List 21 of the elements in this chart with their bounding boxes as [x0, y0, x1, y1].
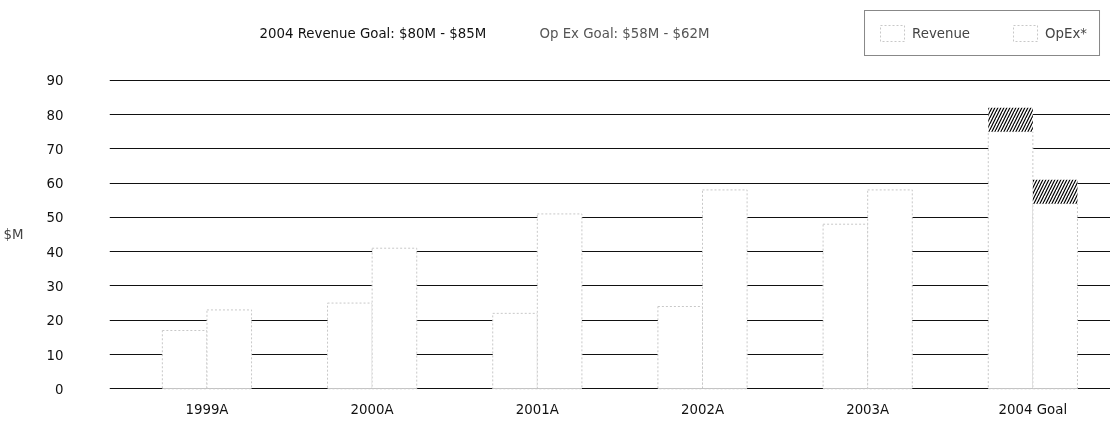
y-tick-label: 70 [46, 141, 64, 157]
y-tick-label: 50 [46, 210, 64, 226]
x-tick-label: 2000A [350, 401, 394, 417]
y-tick-label: 60 [46, 176, 64, 192]
x-tick-label: 2004 Goal [998, 401, 1068, 417]
y-tick-label: 30 [46, 278, 64, 294]
y-tick-label: 90 [46, 73, 64, 89]
legend-label: OpEx* [1045, 25, 1087, 41]
y-tick-label: 40 [46, 244, 64, 260]
legend-label: Revenue [912, 25, 971, 41]
chart-subtitle: Op Ex Goal: $58M - $62M [539, 25, 710, 41]
y-tick-label: 10 [46, 347, 64, 363]
y-tick-label: 0 [55, 381, 64, 397]
y-tick-label: 20 [46, 313, 64, 329]
x-tick-label: 1999A [185, 401, 229, 417]
x-tick-label: 2002A [680, 401, 725, 417]
y-tick-label: 80 [46, 107, 64, 123]
y-axis-title: $M [3, 227, 24, 242]
x-tick-label: 2003A [846, 401, 890, 417]
chart-title: 2004 Revenue Goal: $80M - $85M [259, 25, 487, 41]
x-tick-label: 2001A [515, 401, 559, 417]
